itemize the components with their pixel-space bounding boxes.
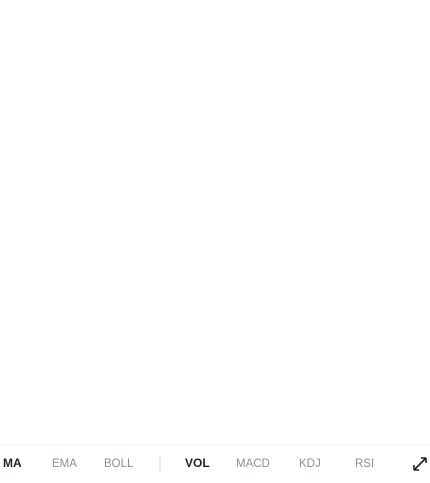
expand-icon[interactable] [413, 457, 427, 471]
expand-arrows [413, 457, 427, 471]
tab[interactable]: MA [3, 456, 22, 470]
tab[interactable]: KDJ [299, 458, 321, 470]
tab[interactable]: VOL [185, 456, 210, 470]
tab[interactable]: MACD [236, 458, 270, 470]
tab[interactable]: BOLL [104, 458, 134, 470]
tab[interactable]: RSI [355, 458, 374, 470]
tab[interactable]: EMA [52, 458, 77, 470]
